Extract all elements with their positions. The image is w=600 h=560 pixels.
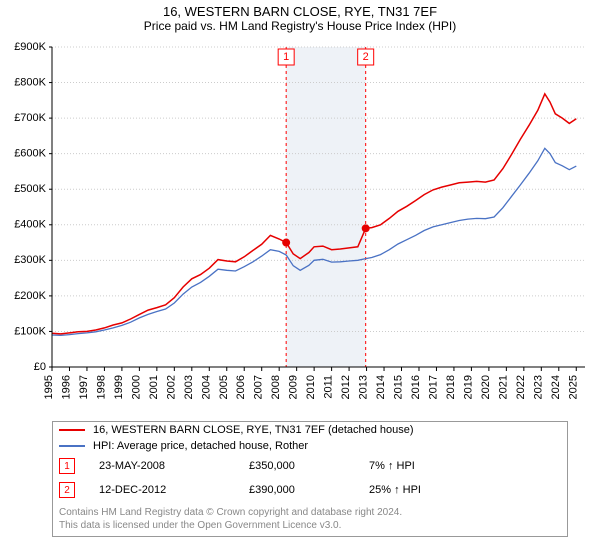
svg-text:2001: 2001 bbox=[148, 375, 160, 399]
attribution-line2: This data is licensed under the Open Gov… bbox=[59, 519, 561, 532]
svg-text:2016: 2016 bbox=[410, 375, 422, 399]
event-price-1: £350,000 bbox=[249, 460, 369, 472]
legend-label-hpi: HPI: Average price, detached house, Roth… bbox=[93, 440, 308, 452]
svg-text:2003: 2003 bbox=[183, 375, 195, 399]
svg-text:£0: £0 bbox=[34, 361, 46, 373]
event-marker-1: 1 bbox=[59, 458, 75, 474]
chart-title-main: 16, WESTERN BARN CLOSE, RYE, TN31 7EF bbox=[0, 0, 600, 19]
line-chart-svg: £0 £100K £200K £300K £400K £500K £600K £700K £80… bbox=[0, 37, 600, 417]
svg-text:£900K: £900K bbox=[14, 41, 46, 53]
svg-text:1997: 1997 bbox=[78, 375, 90, 399]
svg-text:2022: 2022 bbox=[515, 375, 527, 399]
svg-text:2011: 2011 bbox=[323, 375, 335, 399]
legend-label-property: 16, WESTERN BARN CLOSE, RYE, TN31 7EF (d… bbox=[93, 424, 414, 436]
svg-text:2015: 2015 bbox=[393, 375, 405, 399]
svg-text:2025: 2025 bbox=[567, 375, 579, 399]
svg-text:£100K: £100K bbox=[14, 325, 46, 337]
svg-text:2004: 2004 bbox=[200, 375, 212, 399]
event-date-1: 23-MAY-2008 bbox=[99, 460, 249, 472]
svg-text:2007: 2007 bbox=[253, 375, 265, 399]
svg-text:1996: 1996 bbox=[60, 375, 72, 399]
event-row-2: 2 12-DEC-2012 £390,000 25% ↑ HPI bbox=[53, 478, 567, 502]
svg-text:£300K: £300K bbox=[14, 254, 46, 266]
legend-swatch-property bbox=[59, 429, 85, 431]
svg-text:2018: 2018 bbox=[445, 375, 457, 399]
attribution-text: Contains HM Land Registry data © Crown c… bbox=[53, 502, 567, 536]
svg-text:£500K: £500K bbox=[14, 183, 46, 195]
legend-item-property: 16, WESTERN BARN CLOSE, RYE, TN31 7EF (d… bbox=[53, 422, 567, 438]
svg-text:£400K: £400K bbox=[14, 219, 46, 231]
svg-text:2: 2 bbox=[363, 51, 369, 63]
svg-text:2005: 2005 bbox=[218, 375, 230, 399]
svg-text:2024: 2024 bbox=[550, 375, 562, 399]
event-marker-2: 2 bbox=[59, 482, 75, 498]
svg-text:2020: 2020 bbox=[480, 375, 492, 399]
event-delta-2: 25% ↑ HPI bbox=[369, 484, 561, 496]
svg-text:2021: 2021 bbox=[497, 375, 509, 399]
event-delta-1: 7% ↑ HPI bbox=[369, 460, 561, 472]
svg-text:£700K: £700K bbox=[14, 112, 46, 124]
svg-text:2008: 2008 bbox=[270, 375, 282, 399]
svg-text:2017: 2017 bbox=[427, 375, 439, 399]
legend-and-events-panel: 16, WESTERN BARN CLOSE, RYE, TN31 7EF (d… bbox=[52, 421, 568, 537]
svg-text:£200K: £200K bbox=[14, 290, 46, 302]
svg-text:2006: 2006 bbox=[235, 375, 247, 399]
svg-text:2019: 2019 bbox=[462, 375, 474, 399]
svg-text:2002: 2002 bbox=[165, 375, 177, 399]
svg-text:1995: 1995 bbox=[43, 375, 55, 399]
svg-text:£600K: £600K bbox=[14, 148, 46, 160]
attribution-line1: Contains HM Land Registry data © Crown c… bbox=[59, 506, 561, 519]
svg-text:2009: 2009 bbox=[288, 375, 300, 399]
event-row-1: 1 23-MAY-2008 £350,000 7% ↑ HPI bbox=[53, 454, 567, 478]
svg-text:1998: 1998 bbox=[95, 375, 107, 399]
svg-text:2014: 2014 bbox=[375, 375, 387, 399]
svg-text:2010: 2010 bbox=[305, 375, 317, 399]
svg-text:£800K: £800K bbox=[14, 76, 46, 88]
legend-swatch-hpi bbox=[59, 445, 85, 447]
chart-title-sub: Price paid vs. HM Land Registry's House … bbox=[0, 19, 600, 37]
svg-text:2012: 2012 bbox=[340, 375, 352, 399]
svg-text:1999: 1999 bbox=[113, 375, 125, 399]
svg-text:2023: 2023 bbox=[532, 375, 544, 399]
legend-item-hpi: HPI: Average price, detached house, Roth… bbox=[53, 438, 567, 454]
event-price-2: £390,000 bbox=[249, 484, 369, 496]
chart-area: £0 £100K £200K £300K £400K £500K £600K £700K £80… bbox=[0, 37, 600, 417]
svg-text:2000: 2000 bbox=[130, 375, 142, 399]
svg-text:1: 1 bbox=[283, 51, 289, 63]
event-date-2: 12-DEC-2012 bbox=[99, 484, 249, 496]
svg-text:2013: 2013 bbox=[358, 375, 370, 399]
